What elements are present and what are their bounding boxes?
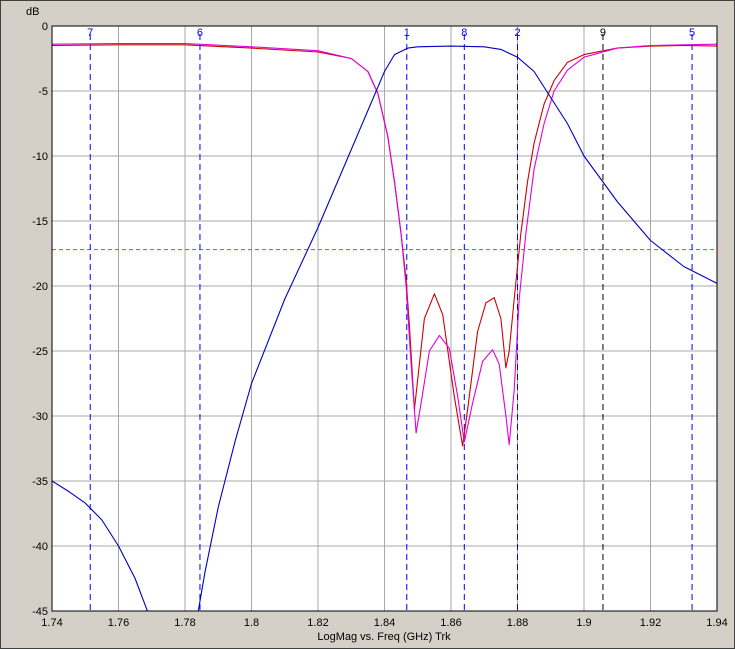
y-unit-label: dB [26, 6, 39, 18]
y-tick-label: 0 [42, 21, 48, 33]
x-axis-label: LogMag vs. Freq (GHz) Trk [317, 631, 451, 643]
marker-label: 1 [404, 27, 410, 39]
y-tick-label: -20 [32, 281, 48, 293]
y-tick-label: -10 [32, 151, 48, 163]
y-tick-label: -35 [32, 476, 48, 488]
series-group [52, 42, 717, 611]
marker-label: 9 [600, 27, 606, 39]
x-tick-label: 1.9 [576, 617, 591, 629]
y-tick-labels: 0 -5 -10 -15 -20 -25 -30 -35 -40 -45 [32, 21, 48, 618]
x-tick-label: 1.76 [108, 617, 129, 629]
x-tick-label: 1.94 [706, 617, 727, 629]
x-tick-label: 1.82 [307, 617, 328, 629]
grid-lines [52, 26, 717, 611]
x-tick-labels: 1.74 1.76 1.78 1.8 1.82 1.84 1.86 1.88 1.9 1.92 1.… [41, 617, 727, 629]
y-tick-label: -45 [32, 606, 48, 618]
x-tick-label: 1.84 [374, 617, 395, 629]
y-tick-label: -5 [38, 86, 48, 98]
x-tick-label: 1.86 [440, 617, 461, 629]
x-tick-label: 1.74 [41, 617, 62, 629]
series-line-3 [52, 45, 717, 611]
y-tick-label: -40 [32, 541, 48, 553]
x-tick-label: 1.78 [174, 617, 195, 629]
plot-border [51, 25, 718, 612]
marker-label: 7 [87, 27, 93, 39]
marker-label: 5 [689, 27, 695, 39]
marker-label: 6 [197, 27, 203, 39]
y-tick-label: -30 [32, 411, 48, 423]
marker-label: 2 [514, 27, 520, 39]
series-line-2 [52, 42, 717, 446]
x-tick-label: 1.88 [507, 617, 528, 629]
x-tick-label: 1.8 [244, 617, 259, 629]
y-tick-label: -15 [32, 216, 48, 228]
marker-lines: 7 6 1 8 2 9 5 [87, 27, 695, 611]
x-tick-label: 1.92 [640, 617, 661, 629]
marker-label: 8 [461, 27, 467, 39]
y-tick-label: -25 [32, 346, 48, 358]
